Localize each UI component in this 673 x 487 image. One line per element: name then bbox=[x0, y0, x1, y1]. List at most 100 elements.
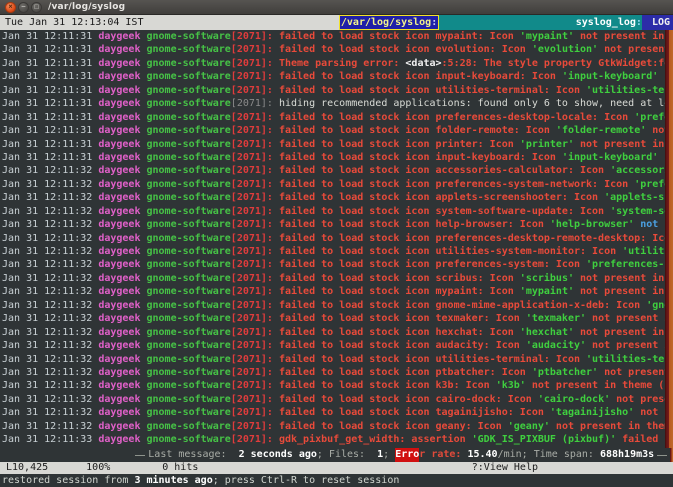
log-line[interactable]: Jan 31 12:11:32 daygeek gnome-software[2… bbox=[2, 245, 666, 258]
log-line[interactable]: Jan 31 12:11:32 daygeek gnome-software[2… bbox=[2, 232, 666, 245]
log-process: gnome-software bbox=[146, 259, 231, 271]
log-pid-colon: : bbox=[266, 232, 279, 244]
log-message-part: 'k3b' bbox=[495, 380, 526, 392]
log-line[interactable]: Jan 31 12:11:32 daygeek gnome-software[2… bbox=[2, 379, 666, 392]
log-hostname: daygeek bbox=[98, 138, 147, 150]
log-message-part: not present in t bbox=[640, 407, 666, 419]
log-pid: [2071] bbox=[230, 313, 267, 325]
log-message-part: 'input-keyboard' bbox=[561, 151, 659, 163]
log-line[interactable]: Jan 31 12:11:31 daygeek gnome-software[2… bbox=[2, 57, 666, 70]
log-pid: [2071] bbox=[230, 246, 267, 257]
log-line[interactable]: Jan 31 12:11:33 daygeek gnome-software[2… bbox=[2, 433, 666, 446]
maximize-icon[interactable]: □ bbox=[31, 1, 42, 13]
log-message-part: 'texmaker' bbox=[525, 313, 587, 325]
log-pid: [2071] bbox=[230, 125, 267, 137]
log-line[interactable]: Jan 31 12:11:32 daygeek gnome-software[2… bbox=[2, 339, 666, 352]
log-hostname: daygeek bbox=[98, 272, 147, 284]
log-process: gnome-software bbox=[146, 434, 231, 446]
log-lines-container[interactable]: Jan 31 12:11:31 daygeek gnome-software[2… bbox=[0, 30, 666, 448]
log-badge[interactable]: LOG bbox=[641, 15, 673, 30]
log-line[interactable]: Jan 31 12:11:31 daygeek gnome-software[2… bbox=[2, 111, 666, 124]
window-titlebar[interactable]: × − □ /var/log/syslog bbox=[0, 0, 673, 15]
log-line[interactable]: Jan 31 12:11:32 daygeek gnome-software[2… bbox=[2, 312, 666, 325]
error-rate-label: r rate: bbox=[419, 449, 462, 460]
log-pid-colon: : bbox=[266, 192, 279, 204]
log-hostname: daygeek bbox=[98, 125, 147, 137]
log-line[interactable]: Jan 31 12:11:31 daygeek gnome-software[2… bbox=[2, 43, 666, 56]
log-process: gnome-software bbox=[146, 393, 231, 405]
log-pid-colon: : bbox=[266, 272, 279, 284]
log-message-part: failed to load stock icon preferences-de… bbox=[278, 232, 666, 244]
log-scrollbar-thumb[interactable] bbox=[666, 30, 673, 448]
log-timestamp: Jan 31 12:11:32 bbox=[2, 232, 99, 244]
log-hostname: daygeek bbox=[98, 326, 147, 338]
log-process: gnome-software bbox=[146, 165, 231, 177]
log-process: gnome-software bbox=[146, 299, 231, 311]
log-timestamp: Jan 31 12:11:32 bbox=[2, 380, 99, 392]
log-pid-colon: : bbox=[266, 393, 279, 405]
log-line[interactable]: Jan 31 12:11:32 daygeek gnome-software[2… bbox=[2, 178, 666, 191]
minimize-icon[interactable]: − bbox=[18, 1, 29, 13]
log-line[interactable]: Jan 31 12:11:32 daygeek gnome-software[2… bbox=[2, 353, 666, 366]
log-hostname: daygeek bbox=[98, 219, 147, 231]
log-line[interactable]: Jan 31 12:11:32 daygeek gnome-software[2… bbox=[2, 420, 666, 433]
log-pid: [2071] bbox=[230, 366, 267, 378]
log-line[interactable]: Jan 31 12:11:32 daygeek gnome-software[2… bbox=[2, 326, 666, 339]
log-line[interactable]: Jan 31 12:11:32 daygeek gnome-software[2… bbox=[2, 218, 666, 231]
files-label: ; Files: bbox=[316, 449, 366, 460]
log-format-name[interactable]: syslog_log: bbox=[575, 15, 642, 30]
log-line[interactable]: Jan 31 12:11:32 daygeek gnome-software[2… bbox=[2, 205, 666, 218]
log-message-part: failed to load stock icon ptbatcher: Ico… bbox=[278, 366, 532, 378]
log-message-part: 'audacity' bbox=[525, 340, 587, 352]
log-process: gnome-software bbox=[146, 326, 231, 338]
log-process: gnome-software bbox=[146, 57, 231, 69]
log-timestamp: Jan 31 12:11:31 bbox=[2, 151, 99, 163]
log-view[interactable]: Jan 31 12:11:31 daygeek gnome-software[2… bbox=[0, 30, 673, 448]
log-line[interactable]: Jan 31 12:11:32 daygeek gnome-software[2… bbox=[2, 191, 666, 204]
log-line[interactable]: Jan 31 12:11:32 daygeek gnome-software[2… bbox=[2, 164, 666, 177]
log-pid-colon: : bbox=[266, 259, 279, 271]
log-hostname: daygeek bbox=[98, 366, 147, 378]
log-scrollbar[interactable] bbox=[665, 30, 673, 448]
log-pid-colon: : bbox=[266, 31, 279, 42]
clock-label: Tue Jan 31 12:13:04 IST bbox=[5, 17, 144, 28]
current-file-tab[interactable]: /var/log/syslog: bbox=[338, 15, 440, 30]
log-line[interactable]: Jan 31 12:11:32 daygeek gnome-software[2… bbox=[2, 393, 666, 406]
log-line[interactable]: Jan 31 12:11:31 daygeek gnome-software[2… bbox=[2, 30, 666, 43]
log-hostname: daygeek bbox=[98, 84, 147, 96]
log-message-part: 'preferences-desk bbox=[634, 111, 666, 123]
view-help-hint[interactable]: ?:View Help bbox=[471, 462, 538, 473]
log-line[interactable]: Jan 31 12:11:33 daygeek gnome-software[2… bbox=[2, 447, 666, 449]
log-line[interactable]: Jan 31 12:11:31 daygeek gnome-software[2… bbox=[2, 70, 666, 83]
log-line[interactable]: Jan 31 12:11:31 daygeek gnome-software[2… bbox=[2, 124, 666, 137]
log-line[interactable]: Jan 31 12:11:32 daygeek gnome-software[2… bbox=[2, 285, 666, 298]
log-message-part: failed to load stock icon k3b: Icon bbox=[278, 380, 496, 392]
log-line[interactable]: Jan 31 12:11:32 daygeek gnome-software[2… bbox=[2, 406, 666, 419]
log-message-part: failed to load stock icon cairo-dock: Ic… bbox=[278, 393, 538, 405]
log-timestamp: Jan 31 12:11:32 bbox=[2, 326, 99, 338]
log-message-part: failed to load stock icon preferences-sy… bbox=[278, 259, 587, 271]
log-message-part: 'hexchat' bbox=[519, 326, 574, 338]
log-timestamp: Jan 31 12:11:32 bbox=[2, 192, 99, 204]
log-hostname: daygeek bbox=[98, 57, 147, 69]
log-line[interactable]: Jan 31 12:11:31 daygeek gnome-software[2… bbox=[2, 151, 666, 164]
log-pid-colon: : bbox=[266, 407, 279, 419]
close-icon[interactable]: × bbox=[5, 1, 16, 13]
log-line[interactable]: Jan 31 12:11:31 daygeek gnome-software[2… bbox=[2, 84, 666, 97]
log-timestamp: Jan 31 12:11:31 bbox=[2, 44, 99, 56]
log-pid: [2071] bbox=[230, 151, 267, 163]
log-line[interactable]: Jan 31 12:11:32 daygeek gnome-software[2… bbox=[2, 272, 666, 285]
log-line[interactable]: Jan 31 12:11:31 daygeek gnome-software[2… bbox=[2, 97, 666, 110]
log-timestamp: Jan 31 12:11:32 bbox=[2, 393, 99, 405]
log-timestamp: Jan 31 12:11:32 bbox=[2, 420, 99, 432]
log-message-part: failed to load stock icon system-softwar… bbox=[278, 205, 611, 217]
log-line[interactable]: Jan 31 12:11:31 daygeek gnome-software[2… bbox=[2, 138, 666, 151]
log-line[interactable]: Jan 31 12:11:32 daygeek gnome-software[2… bbox=[2, 366, 666, 379]
log-hostname: daygeek bbox=[98, 192, 147, 204]
current-file-colon: : bbox=[431, 17, 438, 28]
log-timestamp: Jan 31 12:11:32 bbox=[2, 353, 99, 365]
log-message-part: failed to load stock icon preferences-de… bbox=[278, 111, 635, 123]
log-line[interactable]: Jan 31 12:11:32 daygeek gnome-software[2… bbox=[2, 258, 666, 271]
log-message-part: failed to load stock icon mypaint: Icon bbox=[278, 31, 520, 42]
log-line[interactable]: Jan 31 12:11:32 daygeek gnome-software[2… bbox=[2, 299, 666, 312]
